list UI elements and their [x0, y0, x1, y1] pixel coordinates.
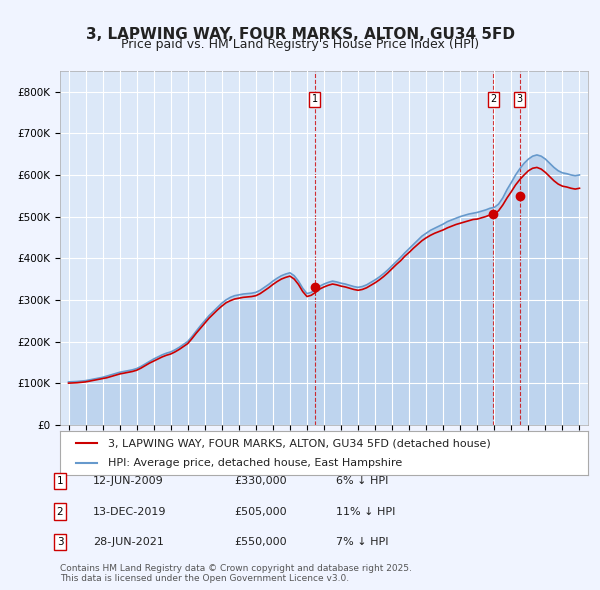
- Text: 12-JUN-2009: 12-JUN-2009: [93, 476, 164, 486]
- Text: Price paid vs. HM Land Registry's House Price Index (HPI): Price paid vs. HM Land Registry's House …: [121, 38, 479, 51]
- Text: 11% ↓ HPI: 11% ↓ HPI: [336, 507, 395, 516]
- Text: 3: 3: [517, 94, 523, 104]
- Text: 3, LAPWING WAY, FOUR MARKS, ALTON, GU34 5FD (detached house): 3, LAPWING WAY, FOUR MARKS, ALTON, GU34 …: [107, 438, 490, 448]
- Text: 6% ↓ HPI: 6% ↓ HPI: [336, 476, 388, 486]
- Text: 2: 2: [56, 507, 64, 516]
- Text: 1: 1: [311, 94, 317, 104]
- Text: 3, LAPWING WAY, FOUR MARKS, ALTON, GU34 5FD: 3, LAPWING WAY, FOUR MARKS, ALTON, GU34 …: [86, 27, 515, 41]
- Text: 1: 1: [56, 476, 64, 486]
- Text: £550,000: £550,000: [234, 537, 287, 547]
- Text: 13-DEC-2019: 13-DEC-2019: [93, 507, 167, 516]
- Text: 7% ↓ HPI: 7% ↓ HPI: [336, 537, 389, 547]
- Text: 2: 2: [490, 94, 497, 104]
- Text: Contains HM Land Registry data © Crown copyright and database right 2025.
This d: Contains HM Land Registry data © Crown c…: [60, 563, 412, 583]
- Text: £330,000: £330,000: [234, 476, 287, 486]
- Text: 28-JUN-2021: 28-JUN-2021: [93, 537, 164, 547]
- Text: £505,000: £505,000: [234, 507, 287, 516]
- Text: 3: 3: [56, 537, 64, 547]
- Text: HPI: Average price, detached house, East Hampshire: HPI: Average price, detached house, East…: [107, 458, 402, 467]
